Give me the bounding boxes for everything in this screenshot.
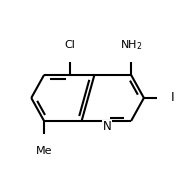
Text: I: I [171,92,175,104]
Text: NH$_2$: NH$_2$ [120,38,142,52]
Text: Me: Me [36,146,52,156]
Text: Cl: Cl [64,40,75,50]
Text: N: N [103,120,112,133]
